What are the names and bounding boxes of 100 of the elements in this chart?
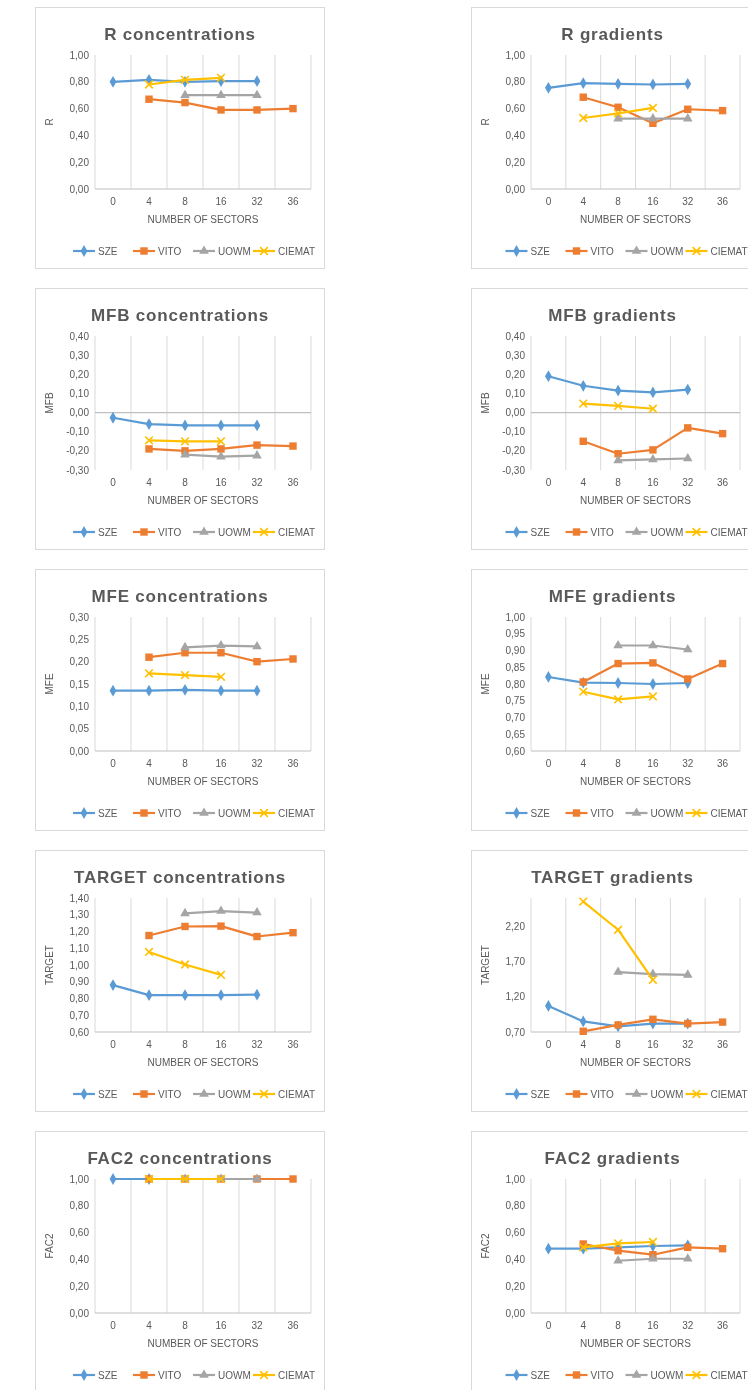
point [217, 922, 225, 930]
x-tick-label: 32 [251, 758, 263, 769]
x-tick-label: 16 [647, 196, 659, 207]
x-axis-title: NUMBER OF SECTORS [580, 1338, 692, 1349]
y-tick-label: -0,20 [66, 445, 90, 457]
legend-label: UOWM [218, 245, 251, 257]
point [217, 445, 225, 453]
y-tick-label: 0,30 [69, 611, 90, 623]
y-tick-label: 0,80 [69, 993, 90, 1004]
legend-label: SZE [98, 807, 118, 819]
y-tick-label: -0,10 [66, 426, 90, 438]
legend-label: UOWM [218, 1369, 251, 1381]
x-tick-label: 4 [146, 477, 153, 488]
x-tick-label: 16 [647, 758, 659, 769]
point [253, 657, 261, 666]
y-tick-label: 0,10 [69, 387, 90, 399]
chart-title: MFB concentrations [91, 306, 269, 325]
x-tick-label: 36 [287, 477, 299, 488]
x-tick-label: 16 [215, 1039, 227, 1050]
x-tick-label: 4 [580, 1320, 587, 1331]
point [180, 670, 190, 680]
y-tick-label: 0,00 [505, 407, 526, 419]
x-tick-label: 32 [682, 477, 694, 488]
x-tick-label: 4 [146, 1320, 153, 1331]
x-tick-label: 32 [682, 1039, 694, 1050]
y-tick-label: 0,90 [505, 645, 526, 656]
y-tick-label: 0,40 [505, 330, 526, 342]
x-tick-label: 8 [615, 196, 622, 207]
point [144, 435, 154, 445]
x-tick-label: 4 [580, 1039, 587, 1050]
x-tick-label: 4 [580, 196, 587, 207]
point [289, 442, 297, 450]
legend-label: SZE [530, 1088, 551, 1100]
y-axis-title: MFB [480, 392, 491, 414]
y-tick-label: 0,80 [69, 1200, 90, 1212]
point [145, 445, 153, 453]
x-tick-label: 0 [110, 758, 117, 769]
x-tick-label: 4 [146, 1039, 153, 1050]
x-tick-label: 36 [287, 1320, 299, 1331]
point [289, 928, 297, 937]
y-axis-title: R [480, 118, 491, 126]
x-tick-label: 36 [287, 758, 299, 769]
point [145, 95, 153, 103]
point [682, 969, 693, 978]
x-tick-label: 8 [182, 758, 189, 769]
x-axis-title: NUMBER OF SECTORS [147, 1057, 259, 1068]
legend-label: SZE [530, 245, 551, 257]
point [578, 398, 588, 409]
point [613, 454, 623, 464]
y-tick-label: -0,10 [502, 426, 526, 438]
chart-title: FAC2 gradients [544, 1149, 681, 1168]
x-axis-title: NUMBER OF SECTORS [580, 495, 692, 506]
y-tick-label: 2,20 [505, 920, 526, 932]
legend-label: CIEMAT [278, 807, 316, 819]
y-tick-label: 0,30 [69, 349, 90, 361]
x-tick-label: 16 [647, 477, 659, 488]
x-axis-title: NUMBER OF SECTORS [580, 1057, 692, 1068]
y-tick-label: 1,20 [69, 926, 90, 937]
y-tick-label: 0,15 [69, 678, 90, 690]
y-tick-label: 0,00 [69, 1307, 90, 1319]
legend-label: UOWM [650, 245, 684, 257]
point [252, 907, 262, 916]
point [216, 672, 226, 682]
x-tick-label: 8 [182, 196, 189, 207]
point [614, 659, 622, 668]
point [180, 641, 190, 651]
point [216, 89, 226, 98]
point [614, 450, 622, 458]
y-tick-label: 0,40 [69, 330, 90, 342]
y-tick-label: 0,40 [505, 1253, 526, 1265]
x-tick-label: 0 [110, 1039, 117, 1050]
point [180, 959, 190, 970]
x-tick-label: 32 [251, 477, 263, 488]
point [252, 450, 262, 459]
legend-label: CIEMAT [710, 1088, 748, 1100]
y-tick-label: 0,40 [69, 129, 90, 141]
legend-label: CIEMAT [278, 1369, 316, 1381]
x-tick-label: 0 [545, 1039, 552, 1050]
legend-label: UOWM [650, 526, 684, 538]
x-tick-label: 32 [682, 196, 694, 207]
legend-label: UOWM [218, 807, 251, 819]
x-tick-label: 32 [682, 1320, 694, 1331]
point [649, 1015, 657, 1024]
x-axis-title: NUMBER OF SECTORS [147, 776, 259, 787]
legend-label: VITO [590, 1088, 614, 1100]
x-axis-title: NUMBER OF SECTORS [580, 776, 692, 787]
legend-label: UOWM [218, 1088, 251, 1100]
x-tick-label: 8 [615, 477, 622, 488]
y-tick-label: 0,80 [505, 76, 526, 88]
point [216, 970, 226, 980]
y-tick-label: 0,25 [69, 633, 90, 645]
point [253, 106, 261, 114]
y-tick-label: 0,00 [69, 183, 90, 195]
x-tick-label: 8 [182, 1320, 189, 1331]
point [180, 89, 190, 98]
y-tick-label: 1,20 [505, 991, 526, 1003]
point [181, 922, 189, 931]
x-tick-label: 16 [215, 1320, 227, 1331]
y-tick-label: 0,60 [69, 1227, 90, 1239]
legend-label: VITO [158, 245, 182, 257]
